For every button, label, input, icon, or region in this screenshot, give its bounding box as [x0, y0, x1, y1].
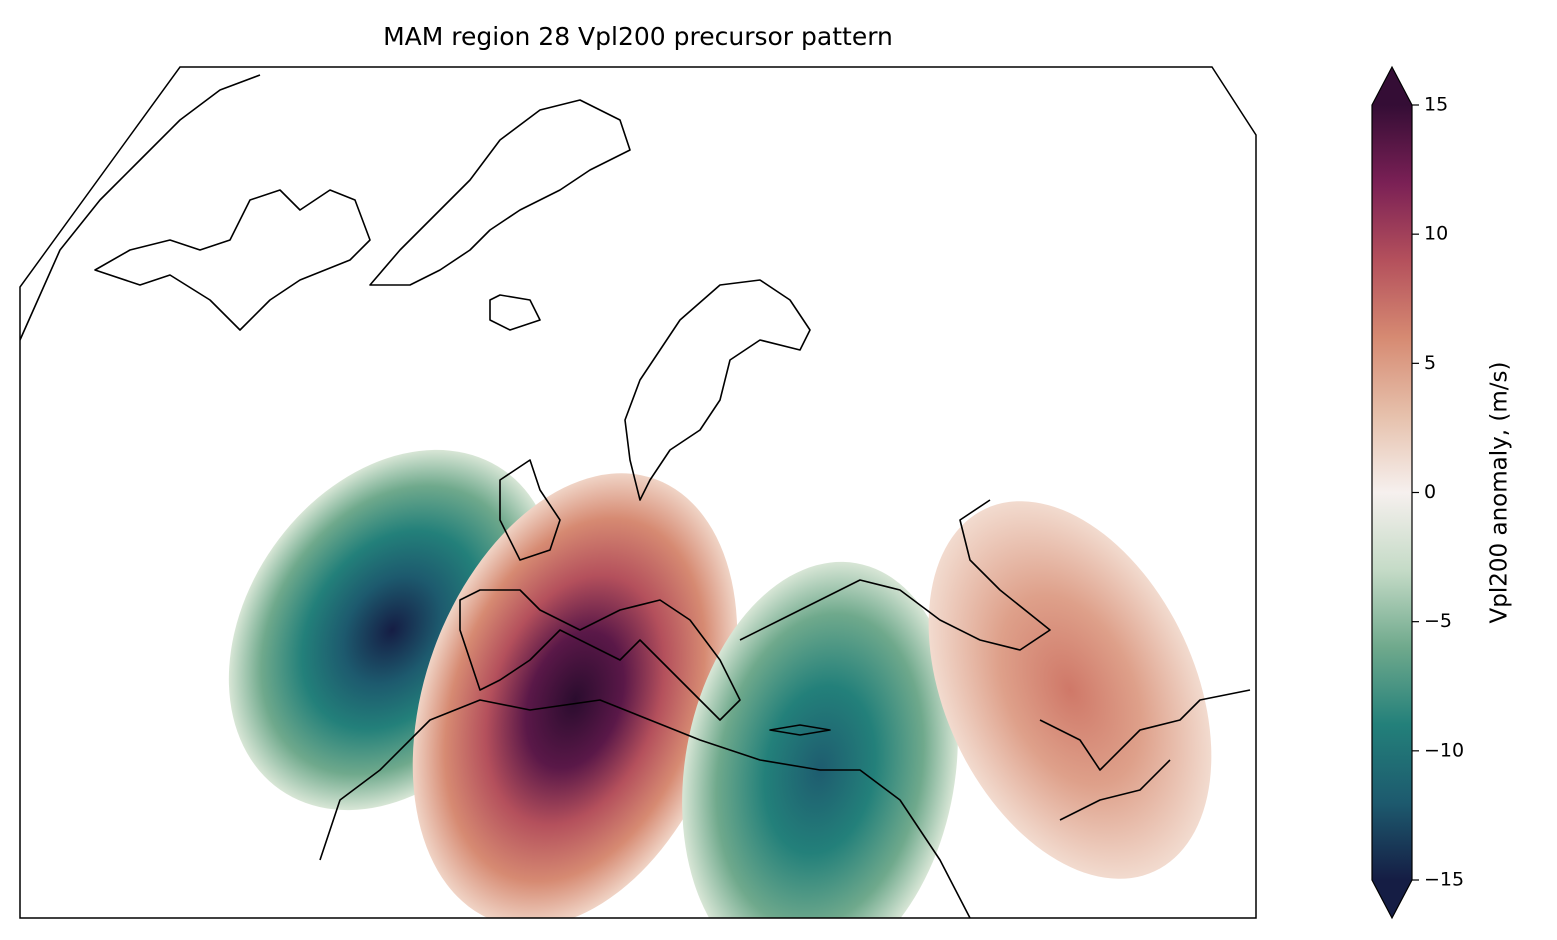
colorbar-tick-label: 5	[1424, 352, 1436, 374]
anomaly-blob	[412, 473, 738, 918]
colorbar-tick-label: 10	[1424, 223, 1448, 245]
colorbar-extend	[1372, 67, 1412, 105]
coastlines	[20, 74, 1251, 918]
colorbar-tick-label: 0	[1424, 481, 1436, 503]
chart-title: MAM region 28 Vpl200 precursor pattern	[383, 22, 893, 51]
colorbar-extend	[1372, 880, 1412, 918]
map-frame	[19, 66, 1257, 919]
map-field	[20, 74, 1251, 918]
colorbar	[1372, 105, 1412, 880]
colorbar-tick-label: −5	[1424, 610, 1452, 632]
colorbar-tick-label: −10	[1424, 739, 1464, 761]
anomaly-blob	[928, 501, 1212, 879]
colorbar-tick-label: −15	[1424, 869, 1464, 891]
colorbar-label: Vpl200 anomaly, (m/s)	[1487, 362, 1513, 624]
colorbar-tick-label: 15	[1424, 94, 1448, 116]
